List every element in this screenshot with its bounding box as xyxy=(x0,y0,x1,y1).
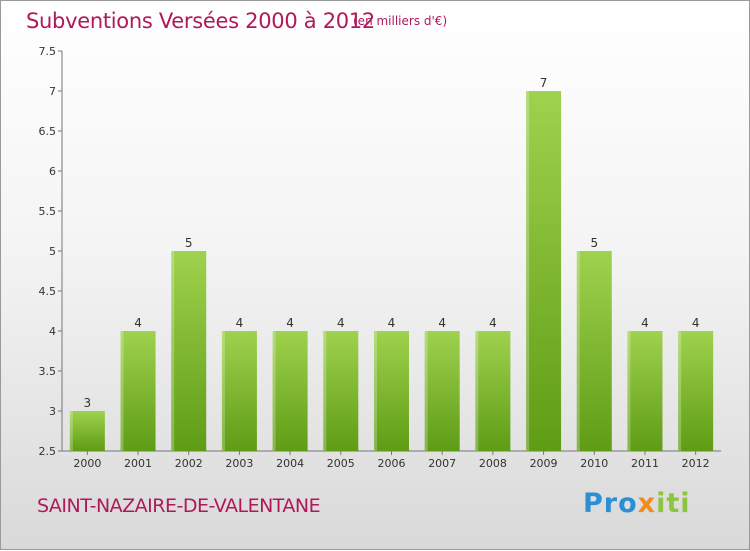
data-label-2011: 4 xyxy=(641,316,649,330)
bar-highlight xyxy=(323,331,327,451)
data-label-2007: 4 xyxy=(438,316,446,330)
x-tick-label-2000: 2000 xyxy=(73,457,101,470)
x-tick-label-2002: 2002 xyxy=(175,457,203,470)
bar-highlight xyxy=(424,331,428,451)
bar-2000 xyxy=(69,411,105,451)
x-tick-label-2010: 2010 xyxy=(580,457,608,470)
bar-2001 xyxy=(120,331,156,451)
bar-2009 xyxy=(526,91,562,451)
data-label-2000: 3 xyxy=(84,396,92,410)
y-tick-label: 7.5 xyxy=(39,45,57,58)
x-tick-label-2008: 2008 xyxy=(479,457,507,470)
data-label-2001: 4 xyxy=(134,316,142,330)
bar-2011 xyxy=(627,331,663,451)
data-label-2010: 5 xyxy=(590,236,598,250)
y-tick-label: 4.5 xyxy=(39,285,57,298)
bar-2003 xyxy=(221,331,257,451)
bar-2002 xyxy=(171,251,207,451)
bar-2006 xyxy=(374,331,409,451)
bar-highlight xyxy=(526,91,530,451)
bar-2010 xyxy=(576,251,612,451)
y-tick-label: 6.5 xyxy=(39,125,57,138)
x-tick-label-2012: 2012 xyxy=(682,457,710,470)
x-tick-label-2001: 2001 xyxy=(124,457,152,470)
data-label-2004: 4 xyxy=(286,316,294,330)
y-tick-label: 5.5 xyxy=(39,205,57,218)
y-tick-label: 3.5 xyxy=(39,365,57,378)
data-label-2003: 4 xyxy=(236,316,244,330)
bar-highlight xyxy=(171,251,175,451)
x-tick-label-2009: 2009 xyxy=(530,457,558,470)
bar-highlight xyxy=(678,331,682,451)
bar-highlight xyxy=(221,331,225,451)
bar-highlight xyxy=(120,331,124,451)
data-label-2008: 4 xyxy=(489,316,497,330)
bar-2008 xyxy=(475,331,511,451)
data-label-2002: 5 xyxy=(185,236,193,250)
x-tick-label-2004: 2004 xyxy=(276,457,304,470)
bar-2012 xyxy=(678,331,714,451)
x-tick-label-2011: 2011 xyxy=(631,457,659,470)
chart-unit: (en milliers d'€) xyxy=(353,14,448,28)
bar-highlight xyxy=(627,331,631,451)
y-tick-label: 7 xyxy=(49,85,56,98)
bar-highlight xyxy=(475,331,479,451)
chart-title: Subventions Versées 2000 à 2012 xyxy=(26,9,375,33)
data-label-2006: 4 xyxy=(388,316,396,330)
bar-2007 xyxy=(424,331,460,451)
y-tick-label: 2.5 xyxy=(39,445,57,458)
y-tick-label: 6 xyxy=(49,165,56,178)
x-tick-label-2003: 2003 xyxy=(225,457,253,470)
bar-highlight xyxy=(576,251,580,451)
x-tick-label-2007: 2007 xyxy=(428,457,456,470)
bar-2005 xyxy=(323,331,359,451)
bar-highlight xyxy=(374,331,377,451)
y-tick-label: 3 xyxy=(49,405,56,418)
x-tick-label-2005: 2005 xyxy=(327,457,355,470)
y-tick-label: 4 xyxy=(49,325,56,338)
data-label-2012: 4 xyxy=(692,316,700,330)
bar-highlight xyxy=(272,331,276,451)
data-label-2009: 7 xyxy=(540,76,548,90)
bar-highlight xyxy=(69,411,73,451)
proxiti-logo: Proxiti xyxy=(583,488,691,519)
y-tick-label: 5 xyxy=(49,245,56,258)
commune-name: SAINT-NAZAIRE-DE-VALENTANE xyxy=(37,495,321,517)
data-label-2005: 4 xyxy=(337,316,345,330)
x-tick-label-2006: 2006 xyxy=(378,457,406,470)
bar-2004 xyxy=(272,331,308,451)
